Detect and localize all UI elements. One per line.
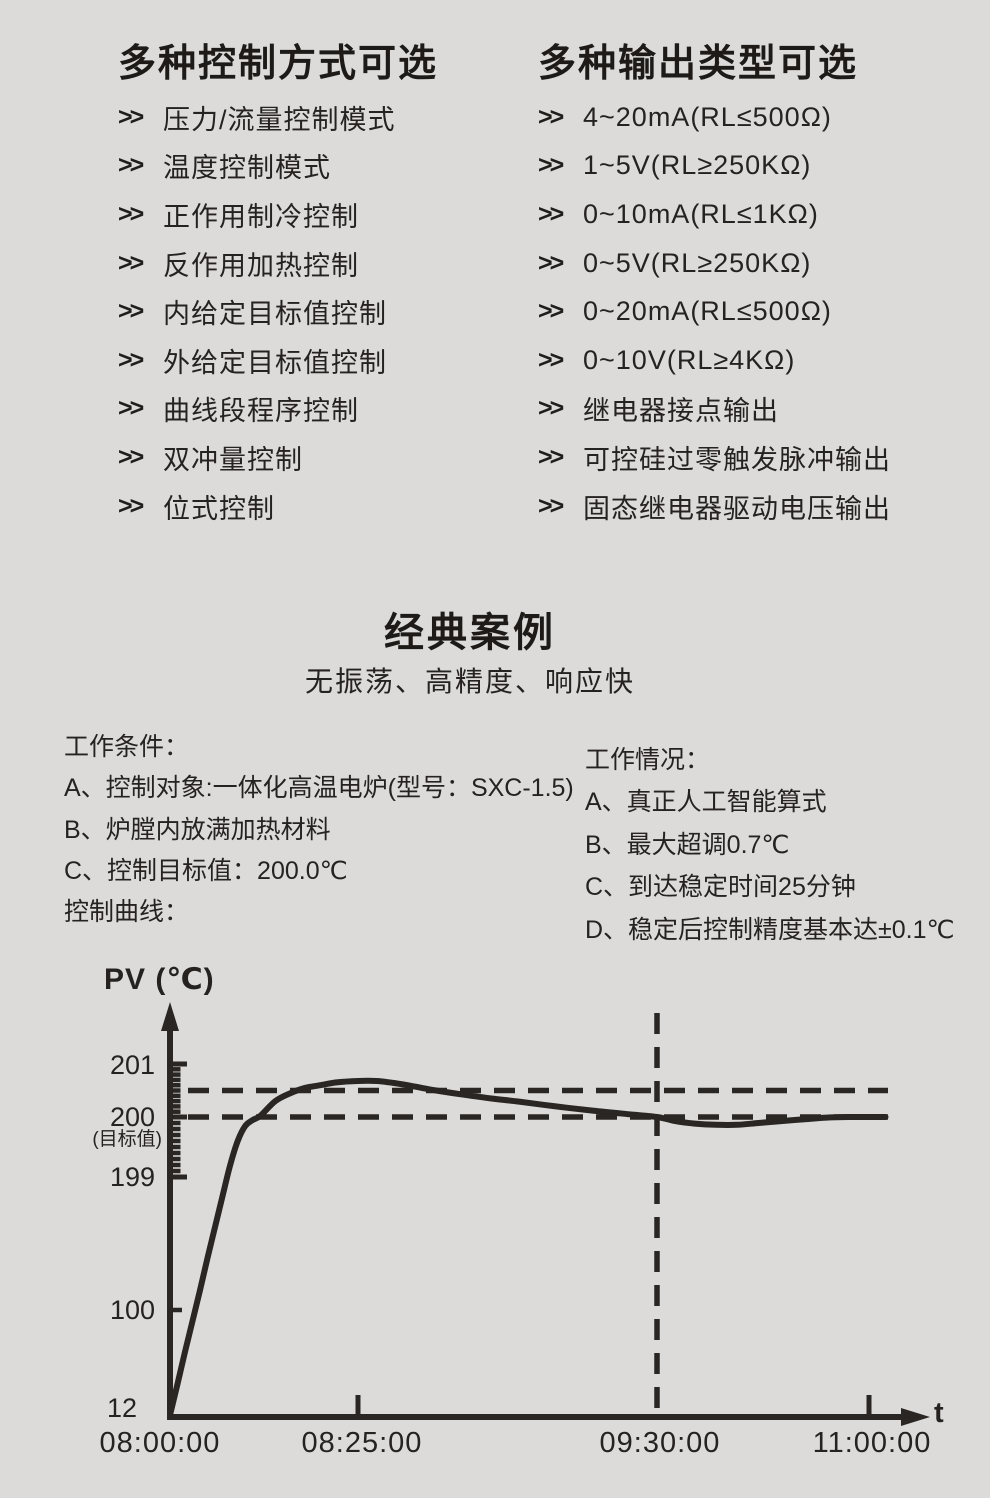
chevron-bullet-icon: >> (118, 491, 144, 520)
work-conditions-line: A、控制对象:一体化高温电炉(型号：SXC-1.5) (64, 774, 574, 803)
y-tick-label: 201 (109, 1050, 155, 1080)
y-tick-label-target: 200 (109, 1102, 155, 1132)
list-item: >> 曲线段程序控制 (118, 385, 396, 434)
list-item: >> 0~20mA(RL≤500Ω) (538, 287, 891, 336)
chevron-bullet-icon: >> (538, 199, 564, 228)
chevron-bullet-icon: >> (118, 297, 144, 326)
x-tick-label: 09:30:00 (599, 1427, 721, 1459)
list-item: >> 4~20mA(RL≤500Ω) (538, 93, 891, 142)
y-axis-title: PV (℃) (104, 963, 215, 996)
pv-curve (167, 1077, 889, 1418)
work-conditions-line: B、炉膛内放满加热材料 (64, 815, 331, 844)
y-tick-label: 100 (109, 1295, 155, 1325)
list-item-label: 继电器接点输出 (583, 396, 779, 427)
chevron-bullet-icon: >> (538, 394, 564, 423)
list-item: >> 1~5V(RL≥250KΩ) (538, 142, 891, 191)
y-tick-label: 12 (106, 1393, 137, 1423)
y-axis-arrow-icon (161, 1002, 179, 1031)
work-status-block: 工作情况： A、真正人工智能算式 B、最大超调0.7℃ C、到达稳定时间25分钟… (585, 739, 955, 951)
list-item-label: 曲线段程序控制 (163, 396, 359, 427)
x-tick-label: 08:25:00 (301, 1427, 423, 1459)
list-item: >> 0~10mA(RL≤1KΩ) (538, 190, 891, 239)
work-status-line: D、稳定后控制精度基本达±0.1℃ (585, 915, 955, 944)
list-item-label: 双冲量控制 (163, 444, 303, 475)
chevron-bullet-icon: >> (118, 345, 144, 374)
work-conditions-line: C、控制目标值：200.0℃ (64, 856, 348, 885)
list-item-label: 固态继电器驱动电压输出 (583, 493, 891, 524)
work-status-line: C、到达稳定时间25分钟 (585, 873, 856, 902)
list-item: >> 位式控制 (118, 482, 396, 531)
list-item: >> 0~10V(RL≥4KΩ) (538, 336, 891, 385)
list-item: >> 反作用加热控制 (118, 239, 396, 288)
list-item: >> 温度控制模式 (118, 142, 396, 191)
case-section-subtitle: 无振荡、高精度、响应快 (304, 666, 635, 697)
list-item: >> 内给定目标值控制 (118, 287, 396, 336)
x-axis-title: t (934, 1397, 944, 1429)
list-item-label: 0~20mA(RL≤500Ω) (583, 296, 832, 327)
work-status-heading: 工作情况： (585, 746, 711, 774)
work-status-line: A、真正人工智能算式 (585, 788, 827, 817)
list-item-label: 4~20mA(RL≤500Ω) (583, 101, 832, 132)
output-types-list: >> 4~20mA(RL≤500Ω) >> 1~5V(RL≥250KΩ) >> 0~1… (538, 93, 891, 530)
control-modes-list: >> 压力/流量控制模式 >> 温度控制模式 >> 正作用制冷控制 >> 反作用加热控制… (118, 93, 396, 530)
chevron-bullet-icon: >> (538, 151, 564, 180)
list-item: >> 外给定目标值控制 (118, 336, 396, 385)
chevron-bullet-icon: >> (538, 102, 564, 131)
list-item: >> 继电器接点输出 (538, 385, 891, 434)
chevron-bullet-icon: >> (118, 102, 144, 131)
list-item: >> 压力/流量控制模式 (118, 93, 396, 142)
chevron-bullet-icon: >> (118, 442, 144, 471)
list-item-label: 反作用加热控制 (163, 250, 359, 281)
list-item-label: 0~10V(RL≥4KΩ) (583, 344, 796, 375)
chevron-bullet-icon: >> (538, 297, 564, 326)
list-item-label: 0~5V(RL≥250KΩ) (583, 247, 812, 278)
chevron-bullet-icon: >> (538, 345, 564, 374)
chevron-bullet-icon: >> (538, 491, 564, 520)
output-types-title: 多种输出类型可选 (538, 43, 859, 85)
work-conditions-block: 工作条件： A、控制对象:一体化高温电炉(型号：SXC-1.5) B、炉膛内放满… (64, 727, 574, 933)
chevron-bullet-icon: >> (118, 394, 144, 423)
x-tick-label: 08:00:00 (99, 1427, 221, 1459)
chevron-bullet-icon: >> (118, 199, 144, 228)
list-item: >> 双冲量控制 (118, 433, 396, 482)
chevron-bullet-icon: >> (118, 151, 144, 180)
x-tick-label: 11:00:00 (812, 1427, 932, 1459)
work-status-line: B、最大超调0.7℃ (585, 830, 790, 859)
list-item-label: 正作用制冷控制 (163, 201, 359, 232)
list-item-label: 外给定目标值控制 (163, 347, 387, 378)
control-modes-title: 多种控制方式可选 (118, 43, 439, 85)
list-item: >> 可控硅过零触发脉冲输出 (538, 433, 891, 482)
list-item: >> 正作用制冷控制 (118, 190, 396, 239)
list-item-label: 位式控制 (163, 493, 275, 524)
list-item-label: 可控硅过零触发脉冲输出 (583, 444, 891, 475)
list-item-label: 压力/流量控制模式 (163, 104, 396, 135)
list-item-label: 温度控制模式 (163, 153, 331, 184)
control-curve-caption: 控制曲线： (64, 898, 190, 927)
chevron-bullet-icon: >> (118, 248, 144, 277)
x-axis-arrow-icon (901, 1408, 930, 1426)
target-value-annotation: (目标值) (92, 1129, 162, 1150)
work-conditions-heading: 工作条件： (64, 733, 190, 761)
list-item: >> 0~5V(RL≥250KΩ) (538, 239, 891, 288)
list-item-label: 0~10mA(RL≤1KΩ) (583, 198, 819, 229)
case-section-title: 经典案例 (384, 611, 556, 655)
list-item: >> 固态继电器驱动电压输出 (538, 482, 891, 531)
chevron-bullet-icon: >> (538, 248, 564, 277)
list-item-label: 1~5V(RL≥250KΩ) (583, 150, 812, 181)
chevron-bullet-icon: >> (538, 442, 564, 471)
y-tick-label: 199 (109, 1162, 155, 1192)
list-item-label: 内给定目标值控制 (163, 299, 387, 330)
